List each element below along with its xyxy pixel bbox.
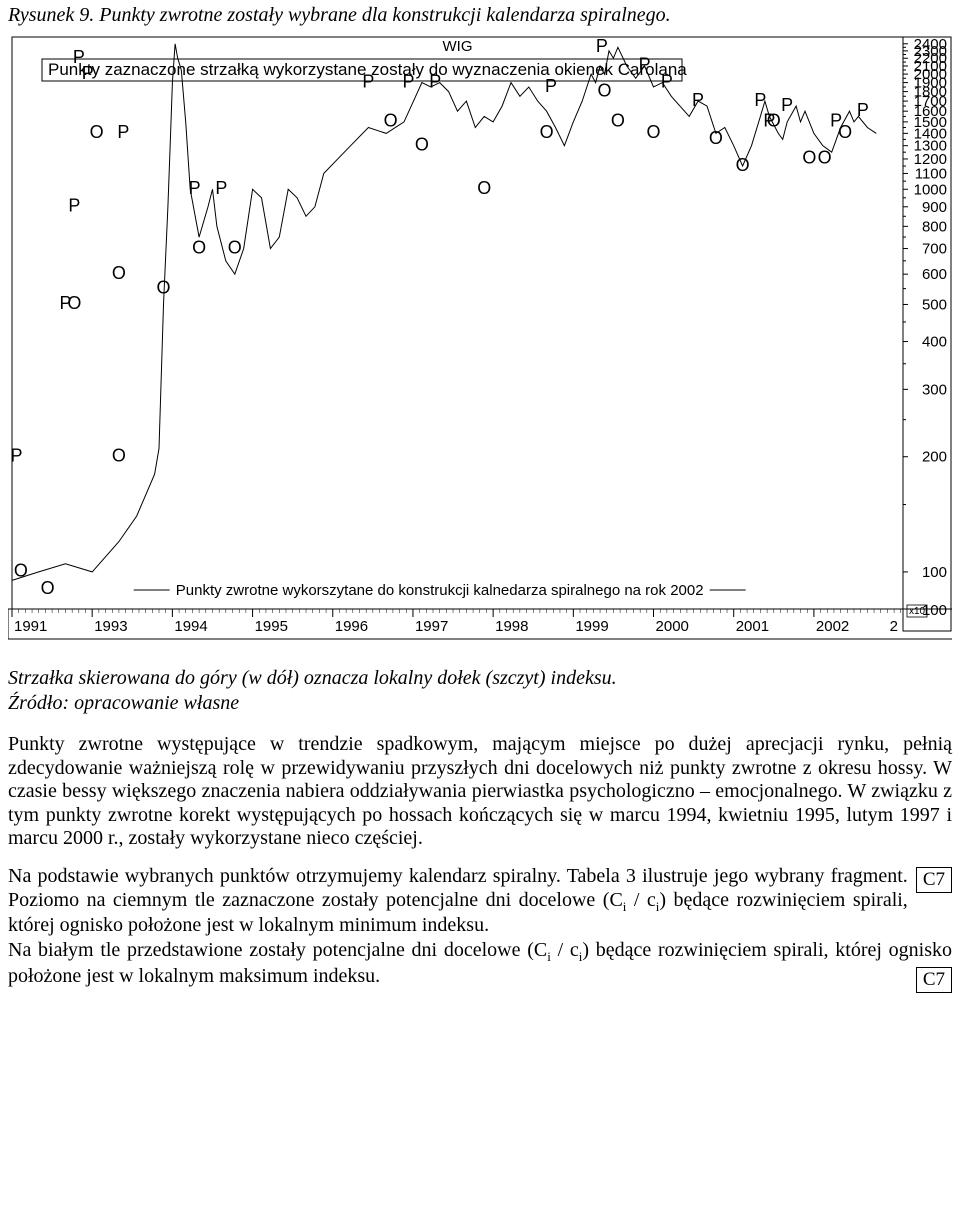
badge-c7-2: C7 bbox=[916, 967, 952, 993]
svg-text:1993: 1993 bbox=[94, 618, 127, 635]
svg-text:2: 2 bbox=[890, 618, 898, 635]
svg-text:1999: 1999 bbox=[575, 618, 608, 635]
svg-text:400: 400 bbox=[922, 334, 947, 351]
svg-text:P: P bbox=[189, 178, 201, 198]
svg-text:P: P bbox=[692, 90, 704, 110]
svg-text:100: 100 bbox=[922, 602, 947, 619]
paragraph-2: C7 Na podstawie wybranych punktów otrzym… bbox=[8, 865, 952, 938]
figure-source: Źródło: opracowanie własne bbox=[8, 692, 952, 715]
svg-text:P: P bbox=[429, 71, 441, 91]
svg-text:1000: 1000 bbox=[914, 181, 947, 198]
svg-text:1995: 1995 bbox=[255, 618, 288, 635]
svg-text:O: O bbox=[647, 122, 661, 142]
svg-text:800: 800 bbox=[922, 218, 947, 235]
figure-caption-arrow: Strzałka skierowana do góry (w dół) ozna… bbox=[8, 667, 952, 690]
svg-text:O: O bbox=[67, 293, 81, 313]
svg-text:P: P bbox=[402, 71, 414, 91]
svg-text:2001: 2001 bbox=[736, 618, 769, 635]
badge-c7-1: C7 bbox=[916, 867, 952, 893]
svg-text:1997: 1997 bbox=[415, 618, 448, 635]
svg-text:P: P bbox=[82, 63, 94, 83]
svg-text:1998: 1998 bbox=[495, 618, 528, 635]
svg-text:O: O bbox=[192, 237, 206, 257]
svg-text:O: O bbox=[598, 80, 612, 100]
svg-text:O: O bbox=[90, 122, 104, 142]
svg-text:2400: 2400 bbox=[914, 36, 947, 53]
svg-text:P: P bbox=[545, 76, 557, 96]
svg-text:O: O bbox=[156, 277, 170, 297]
svg-text:P: P bbox=[362, 71, 374, 91]
svg-text:O: O bbox=[736, 155, 750, 175]
svg-text:1994: 1994 bbox=[174, 618, 207, 635]
svg-text:O: O bbox=[228, 237, 242, 257]
svg-text:P: P bbox=[754, 90, 766, 110]
svg-text:O: O bbox=[477, 178, 491, 198]
svg-text:O: O bbox=[838, 122, 852, 142]
svg-text:100: 100 bbox=[922, 564, 947, 581]
svg-text:O: O bbox=[14, 561, 28, 581]
svg-text:O: O bbox=[611, 111, 625, 131]
svg-text:P: P bbox=[117, 122, 129, 142]
svg-text:O: O bbox=[415, 134, 429, 154]
svg-text:O: O bbox=[112, 263, 126, 283]
svg-text:P: P bbox=[10, 445, 22, 465]
svg-text:200: 200 bbox=[922, 449, 947, 466]
svg-text:900: 900 bbox=[922, 199, 947, 216]
paragraph-1: Punkty zwrotne występujące w trendzie sp… bbox=[8, 733, 952, 851]
svg-text:P: P bbox=[215, 178, 227, 198]
svg-text:O: O bbox=[540, 122, 554, 142]
svg-text:O: O bbox=[818, 148, 832, 168]
svg-text:700: 700 bbox=[922, 241, 947, 258]
svg-text:P: P bbox=[661, 71, 673, 91]
figure-title: Rysunek 9. Punkty zwrotne zostały wybran… bbox=[8, 4, 952, 27]
paragraph-3: Na białym tle przedstawione zostały pote… bbox=[8, 939, 952, 988]
wig-chart: 1002003004005006007008009001000110012001… bbox=[8, 31, 952, 661]
svg-text:600: 600 bbox=[922, 266, 947, 283]
svg-text:300: 300 bbox=[922, 381, 947, 398]
svg-text:WIG: WIG bbox=[443, 38, 473, 55]
svg-text:O: O bbox=[112, 445, 126, 465]
svg-text:2002: 2002 bbox=[816, 618, 849, 635]
svg-text:O: O bbox=[384, 111, 398, 131]
svg-text:1991: 1991 bbox=[14, 618, 47, 635]
svg-text:O: O bbox=[709, 128, 723, 148]
svg-text:1996: 1996 bbox=[335, 618, 368, 635]
svg-text:Punkty zwrotne wykorszytane do: Punkty zwrotne wykorszytane do konstrukc… bbox=[176, 582, 704, 599]
svg-text:P: P bbox=[639, 55, 651, 75]
svg-text:P: P bbox=[857, 100, 869, 120]
svg-text:2000: 2000 bbox=[656, 618, 689, 635]
svg-text:P: P bbox=[68, 196, 80, 216]
svg-text:O: O bbox=[767, 111, 781, 131]
svg-text:O: O bbox=[802, 148, 816, 168]
svg-text:O: O bbox=[41, 578, 55, 598]
svg-text:P: P bbox=[781, 95, 793, 115]
svg-text:500: 500 bbox=[922, 296, 947, 313]
svg-text:P: P bbox=[596, 36, 608, 56]
